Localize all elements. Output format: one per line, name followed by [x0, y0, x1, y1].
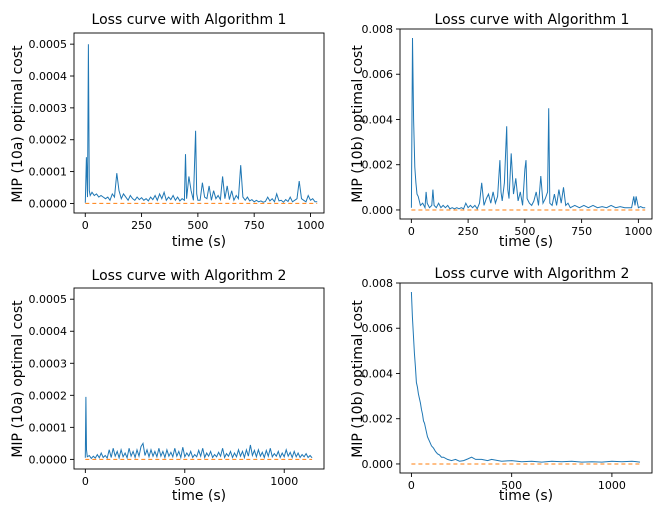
x-tick-label: 0: [82, 219, 89, 232]
x-tick-label: 1000: [270, 475, 298, 488]
axes-frame: [73, 32, 325, 214]
y-tick-label: 0.0004: [29, 325, 68, 338]
loss-curve: [410, 37, 646, 210]
plot-area: [84, 44, 318, 204]
x-tick-label: 0: [408, 225, 415, 238]
loss-curve: [410, 291, 641, 463]
x-axis-label: time (s): [172, 488, 226, 504]
plot-area: [84, 396, 313, 460]
y-axis-label: MIP (10b) optimal cost: [350, 300, 366, 458]
y-axis-label: MIP (10a) optimal cost: [10, 300, 26, 458]
y-tick-label: 0.0005: [29, 293, 68, 306]
y-tick-label: 0.0004: [29, 70, 68, 83]
chart-title: Loss curve with Algorithm 2: [92, 268, 287, 284]
axes-frame: [399, 282, 653, 474]
x-tick-label: 250: [131, 219, 152, 232]
y-tick-label: 0.000: [362, 458, 394, 471]
x-axis-label: time (s): [172, 234, 226, 250]
x-tick-label: 0: [82, 475, 89, 488]
y-tick-label: 0.0003: [29, 357, 68, 370]
y-tick-label: 0.006: [362, 322, 394, 335]
loss-curve: [84, 396, 313, 460]
y-tick-label: 0.0005: [29, 38, 68, 51]
x-tick-label: 500: [174, 475, 195, 488]
panel-alg1-10b: Loss curve with Algorithm 1 time (s) MIP…: [350, 12, 653, 250]
y-tick-label: 0.0003: [29, 102, 68, 115]
y-tick-label: 0.002: [362, 159, 394, 172]
x-tick-label: 500: [514, 225, 535, 238]
y-tick-label: 0.008: [362, 277, 394, 290]
x-tick-label: 1000: [296, 219, 324, 232]
y-tick-label: 0.000: [362, 204, 394, 217]
x-axis-label: time (s): [499, 234, 553, 250]
x-axis-label: time (s): [499, 488, 553, 504]
y-tick-label: 0.0000: [29, 453, 68, 466]
x-tick-label: 500: [187, 219, 208, 232]
chart-title: Loss curve with Algorithm 2: [435, 266, 630, 282]
x-tick-label: 1000: [624, 225, 652, 238]
x-tick-label: 250: [458, 225, 479, 238]
y-tick-label: 0.0000: [29, 197, 68, 210]
plot-area: [410, 291, 641, 465]
y-tick-label: 0.0001: [29, 166, 68, 179]
y-tick-label: 0.008: [362, 23, 394, 36]
y-axis-label: MIP (10b) optimal cost: [350, 45, 366, 203]
y-tick-label: 0.0001: [29, 421, 68, 434]
x-tick-label: 1000: [598, 479, 626, 492]
y-tick-label: 0.004: [362, 367, 394, 380]
y-tick-label: 0.006: [362, 68, 394, 81]
y-axis-label: MIP (10a) optimal cost: [10, 45, 26, 203]
axes-frame: [399, 28, 653, 220]
chart-title: Loss curve with Algorithm 1: [435, 12, 630, 28]
panel-alg1-10a: Loss curve with Algorithm 1 time (s) MIP…: [10, 12, 324, 250]
x-tick-label: 0: [408, 479, 415, 492]
loss-curve: [84, 44, 318, 203]
x-tick-label: 750: [571, 225, 592, 238]
y-tick-label: 0.0002: [29, 134, 68, 147]
plot-area: [410, 37, 646, 211]
panel-alg2-10b: Loss curve with Algorithm 2 time (s) MIP…: [350, 266, 653, 504]
x-tick-label: 750: [244, 219, 265, 232]
y-tick-label: 0.002: [362, 413, 394, 426]
panel-alg2-10a: Loss curve with Algorithm 2 time (s) MIP…: [10, 268, 325, 504]
x-tick-label: 500: [501, 479, 522, 492]
y-tick-label: 0.004: [362, 113, 394, 126]
y-tick-label: 0.0002: [29, 389, 68, 402]
axes-frame: [73, 287, 325, 470]
chart-title: Loss curve with Algorithm 1: [92, 12, 287, 28]
